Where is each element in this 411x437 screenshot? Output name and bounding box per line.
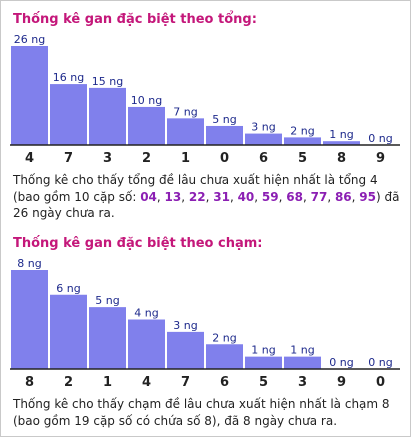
- category-label: 3: [103, 151, 112, 166]
- category-label: 4: [142, 375, 151, 390]
- bar-4: [11, 46, 48, 145]
- bar-value-label: 4 ng: [134, 307, 158, 320]
- bar-value-label: 0 ng: [368, 132, 392, 145]
- category-label: 0: [220, 151, 229, 166]
- category-label: 5: [259, 375, 268, 390]
- category-label: 9: [337, 375, 346, 390]
- bar-3: [284, 356, 321, 369]
- bar-8: [11, 270, 48, 369]
- desc1-prefix: Thống kê cho thấy tổng đề lâu chưa xuất …: [13, 173, 378, 204]
- bar-value-label: 15 ng: [92, 75, 123, 88]
- bar-value-label: 26 ng: [14, 33, 45, 46]
- bar-value-label: 0 ng: [368, 356, 392, 369]
- highlight-number: 22: [188, 189, 206, 204]
- highlight-number: 77: [310, 189, 328, 204]
- bar-value-label: 1 ng: [290, 344, 314, 357]
- bar-1: [89, 307, 126, 369]
- bar-value-label: 0 ng: [329, 356, 353, 369]
- highlight-number: 31: [213, 189, 230, 204]
- bar-value-label: 8 ng: [17, 257, 41, 270]
- category-label: 2: [142, 151, 151, 166]
- chart2-title: Thống kê gan đặc biệt theo chạm:: [13, 236, 263, 251]
- bar-2: [50, 294, 87, 369]
- bar-value-label: 5 ng: [212, 113, 236, 126]
- chart2-description: Thống kê cho thấy chạm đề lâu chưa xuất …: [13, 397, 390, 428]
- bar-value-label: 5 ng: [95, 294, 119, 307]
- category-label: 4: [25, 151, 34, 166]
- bar-6: [206, 344, 243, 369]
- touch-bar-chart: 8 ng 8 6 ng 2 5 ng 1 4 ng 4 3 ng 7 2 ng 6 1 ng 5 1 ng 3…: [10, 257, 400, 390]
- bar-0: [206, 125, 243, 145]
- chart1-title: Thống kê gan đặc biệt theo tổng:: [13, 12, 257, 27]
- bar-value-label: 10 ng: [131, 94, 162, 107]
- category-label: 0: [376, 375, 385, 390]
- bar-value-label: 2 ng: [212, 331, 236, 344]
- bar-value-label: 7 ng: [173, 105, 197, 118]
- bar-1: [167, 118, 204, 145]
- bar-4: [128, 319, 165, 369]
- bar-value-label: 3 ng: [173, 319, 197, 332]
- category-label: 3: [298, 375, 307, 390]
- bar-3: [89, 87, 126, 145]
- bar-5: [245, 356, 282, 369]
- bar-7: [50, 84, 87, 145]
- desc1-suffix: ) đã 26 ngày chưa ra.: [13, 189, 400, 221]
- bar-8: [323, 141, 360, 145]
- category-label: 7: [64, 151, 73, 166]
- bar-5: [284, 137, 321, 145]
- highlight-number: 86: [334, 189, 352, 204]
- bar-value-label: 1 ng: [251, 344, 275, 357]
- category-label: 7: [181, 375, 190, 390]
- category-label: 1: [103, 375, 112, 390]
- highlight-number: 04: [140, 189, 157, 204]
- chart1-description: Thống kê cho thấy tổng đề lâu chưa xuất …: [13, 173, 400, 221]
- bar-value-label: 16 ng: [53, 71, 84, 84]
- bar-value-label: 3 ng: [251, 121, 275, 134]
- category-label: 8: [25, 375, 34, 390]
- category-label: 6: [259, 151, 268, 166]
- highlight-number: 13: [164, 189, 182, 204]
- category-label: 2: [64, 375, 73, 390]
- category-label: 9: [376, 151, 385, 166]
- bar-value-label: 6 ng: [56, 282, 80, 295]
- highlight-number: 40: [237, 189, 255, 204]
- bar-6: [245, 133, 282, 145]
- bar-7: [167, 331, 204, 369]
- bar-2: [128, 106, 165, 145]
- category-label: 6: [220, 375, 229, 390]
- category-label: 1: [181, 151, 190, 166]
- category-label: 8: [337, 151, 346, 166]
- bar-value-label: 2 ng: [290, 124, 314, 137]
- highlight-number: 95: [359, 189, 376, 204]
- highlight-number: 68: [286, 189, 303, 204]
- highlight-number: 59: [261, 189, 279, 204]
- category-label: 5: [298, 151, 307, 166]
- bar-value-label: 1 ng: [329, 128, 353, 141]
